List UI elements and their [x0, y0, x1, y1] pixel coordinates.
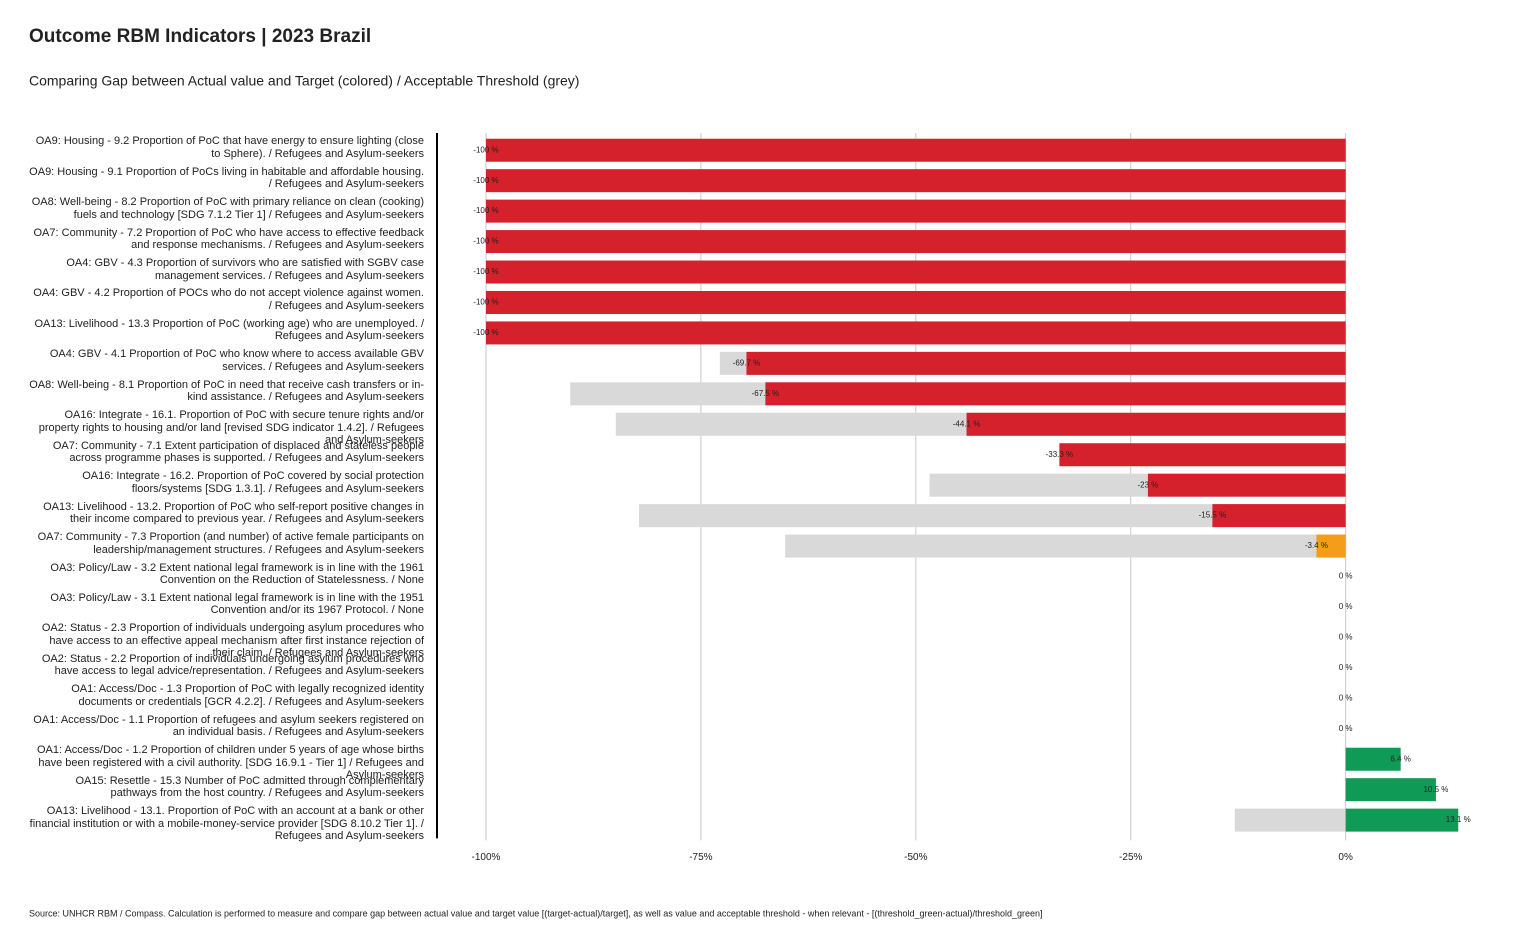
category-label: OA4: GBV - 4.2 Proportion of POCs who do…	[33, 287, 424, 312]
value-label: -69.7 %	[733, 358, 761, 367]
value-label: -100 %	[473, 267, 498, 276]
bar	[1345, 778, 1436, 802]
bar	[485, 260, 1346, 284]
value-label: -44.1 %	[953, 419, 981, 428]
category-label: OA8: Well-being - 8.1 Proportion of PoC …	[29, 378, 424, 404]
x-tick-label: -100%	[472, 852, 501, 863]
bar	[746, 351, 1346, 375]
category-label: OA1: Access/Doc - 1.1 Proportion of refu…	[33, 713, 424, 739]
category-label: OA3: Policy/Law - 3.2 Extent national le…	[50, 561, 424, 587]
bar	[1345, 747, 1401, 771]
bar	[1147, 473, 1346, 497]
bar	[485, 290, 1346, 314]
x-tick-label: 0%	[1338, 852, 1353, 863]
category-label: OA1: Access/Doc - 1.2 Proportion of chil…	[36, 744, 424, 782]
category-label: OA2: Status - 2.3 Proportion of individu…	[41, 622, 424, 660]
bar	[1316, 534, 1346, 558]
category-label: OA13: Livelihood - 13.2. Proportion of P…	[43, 500, 424, 526]
category-label: OA7: Community - 7.3 Proportion (and num…	[37, 531, 424, 556]
category-label: OA4: GBV - 4.1 Proportion of PoC who kno…	[49, 348, 424, 373]
category-label: OA7: Community - 7.2 Proportion of PoC w…	[33, 226, 425, 252]
bar	[765, 382, 1346, 406]
bar	[1212, 504, 1346, 528]
value-label: -15.5 %	[1199, 511, 1227, 520]
value-label: -100 %	[473, 237, 498, 246]
category-label: OA2: Status - 2.2 Proportion of individu…	[41, 652, 424, 678]
x-tick-label: -50%	[904, 852, 927, 863]
value-label: 0 %	[1339, 572, 1353, 581]
category-label: OA4: GBV - 4.3 Proportion of survivors w…	[66, 257, 424, 282]
bar	[966, 412, 1346, 436]
bar	[485, 138, 1346, 162]
category-label: OA13: Livelihood - 13.3 Proportion of Po…	[34, 317, 425, 343]
bar	[1059, 443, 1346, 467]
value-label: -33.3 %	[1046, 450, 1074, 459]
threshold-bar	[785, 534, 1346, 558]
bar	[485, 169, 1346, 193]
category-label: OA15: Resettle - 15.3 Number of PoC admi…	[75, 774, 424, 800]
value-label: -100 %	[473, 206, 498, 215]
chart-title: Outcome RBM Indicators | 2023 Brazil	[29, 26, 371, 47]
value-label: -100 %	[473, 145, 498, 154]
value-label: 0 %	[1339, 602, 1353, 611]
value-label: 0 %	[1339, 693, 1353, 702]
category-label: OA16: Integrate - 16.1. Proportion of Po…	[38, 409, 424, 447]
value-label: -3.4 %	[1305, 541, 1328, 550]
bar	[1345, 808, 1459, 832]
value-label: -100 %	[473, 328, 498, 337]
value-label: 0 %	[1339, 724, 1353, 733]
value-label: 0 %	[1339, 633, 1353, 642]
x-tick-label: -75%	[689, 852, 712, 863]
threshold-bar	[639, 504, 1346, 528]
value-label: 10.5 %	[1423, 785, 1448, 794]
threshold-bar	[1234, 808, 1346, 832]
category-label: OA7: Community - 7.1 Extent participatio…	[52, 439, 424, 465]
value-label: -100 %	[473, 298, 498, 307]
value-label: 13.1 %	[1446, 815, 1471, 824]
source-note: Source: UNHCR RBM / Compass. Calculation…	[29, 908, 1043, 918]
value-label: 6.4 %	[1390, 754, 1410, 763]
category-label: OA8: Well-being - 8.2 Proportion of PoC …	[31, 196, 424, 221]
value-label: 0 %	[1339, 663, 1353, 672]
chart-subtitle: Comparing Gap between Actual value and T…	[29, 73, 579, 89]
category-label: OA1: Access/Doc - 1.3 Proportion of PoC …	[71, 683, 424, 708]
bar	[485, 199, 1346, 223]
bar	[485, 321, 1346, 345]
category-label: OA9: Housing - 9.1 Proportion of PoCs li…	[29, 165, 424, 191]
value-label: -23 %	[1137, 480, 1158, 489]
category-label: OA9: Housing - 9.2 Proportion of PoC tha…	[35, 135, 424, 160]
category-label: OA16: Integrate - 16.2. Proportion of Po…	[82, 470, 424, 495]
bar	[485, 230, 1346, 254]
category-label: OA3: Policy/Law - 3.1 Extent national le…	[50, 591, 424, 617]
category-label: OA13: Livelihood - 13.1. Proportion of P…	[29, 805, 424, 843]
x-tick-label: -25%	[1119, 852, 1142, 863]
value-label: -67.5 %	[752, 389, 780, 398]
value-label: -100 %	[473, 176, 498, 185]
